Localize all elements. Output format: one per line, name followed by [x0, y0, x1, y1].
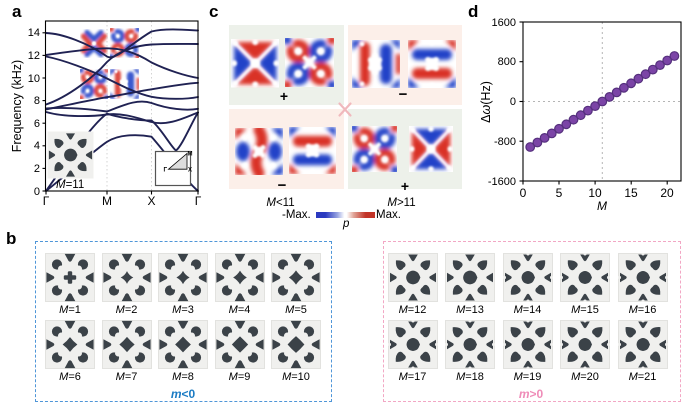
- svg-text:Γ: Γ: [164, 168, 168, 174]
- svg-text:M: M: [188, 152, 193, 158]
- svg-text:X: X: [188, 168, 192, 174]
